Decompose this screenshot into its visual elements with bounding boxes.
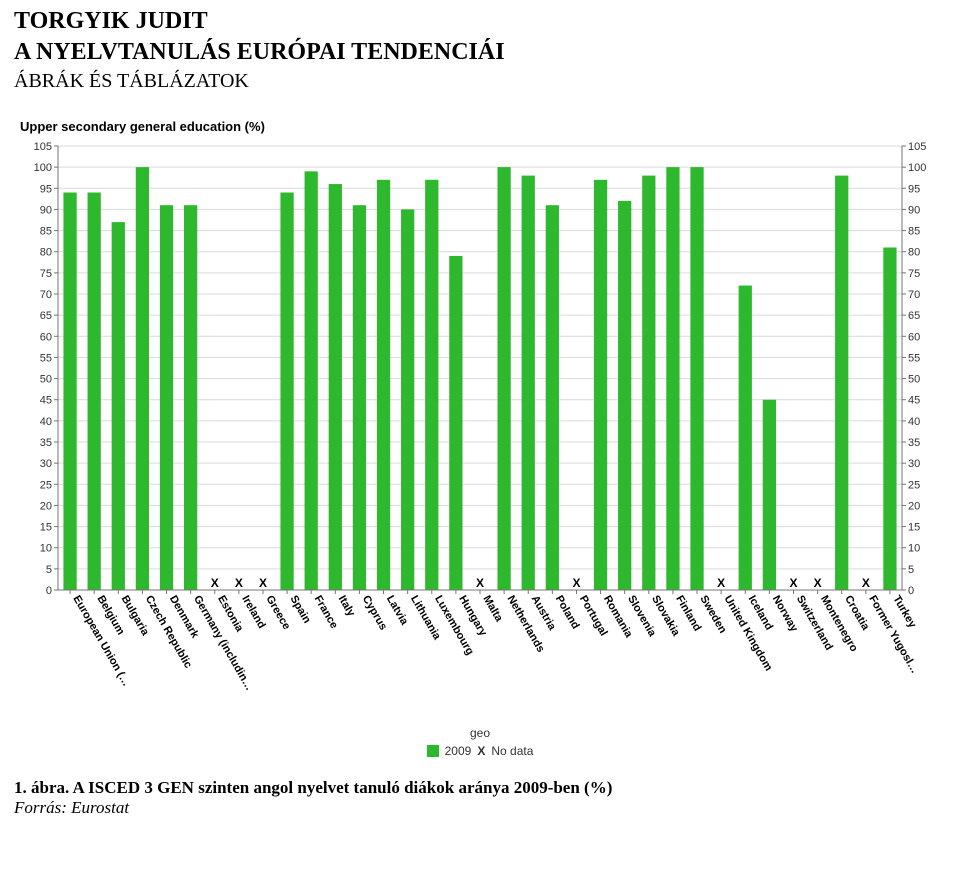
author-name: TORGYIK JUDIT (14, 8, 946, 35)
svg-text:105: 105 (908, 141, 926, 153)
svg-text:35: 35 (40, 437, 52, 449)
bar-chart: 0055101015152020252530303535404045455050… (14, 140, 946, 720)
svg-text:0: 0 (908, 585, 914, 597)
page: TORGYIK JUDIT A NYELVTANULÁS EURÓPAI TEN… (0, 0, 960, 826)
svg-text:50: 50 (908, 374, 920, 386)
chart-title: Upper secondary general education (%) (20, 119, 946, 134)
svg-text:80: 80 (40, 247, 52, 259)
figure-source: Forrás: Eurostat (14, 798, 946, 818)
svg-text:50: 50 (40, 374, 52, 386)
svg-text:60: 60 (908, 331, 920, 343)
svg-text:70: 70 (40, 289, 52, 301)
svg-text:40: 40 (40, 416, 52, 428)
svg-text:90: 90 (40, 204, 52, 216)
svg-text:45: 45 (908, 395, 920, 407)
svg-text:X: X (862, 576, 870, 590)
svg-text:25: 25 (908, 479, 920, 491)
legend-title: geo (14, 726, 946, 740)
svg-text:Italy: Italy (336, 594, 358, 620)
svg-text:X: X (572, 576, 580, 590)
legend-swatch (427, 745, 439, 757)
svg-text:55: 55 (908, 352, 920, 364)
legend-nodata-icon: X (477, 744, 485, 758)
legend-series-label: 2009 (445, 744, 472, 758)
svg-text:85: 85 (908, 226, 920, 238)
svg-text:Former Yugosl…: Former Yugosl… (866, 594, 920, 676)
svg-text:40: 40 (908, 416, 920, 428)
svg-text:X: X (717, 576, 725, 590)
svg-text:X: X (789, 576, 797, 590)
svg-text:30: 30 (40, 458, 52, 470)
svg-text:85: 85 (40, 226, 52, 238)
svg-text:X: X (235, 576, 243, 590)
svg-text:United Kingdom: United Kingdom (722, 594, 775, 674)
svg-text:60: 60 (40, 331, 52, 343)
svg-text:X: X (259, 576, 267, 590)
legend-nodata-label: No data (491, 744, 533, 758)
svg-text:5: 5 (908, 564, 914, 576)
chart-legend: geo 2009 X No data (14, 726, 946, 760)
svg-text:10: 10 (40, 543, 52, 555)
document-title: A NYELVTANULÁS EURÓPAI TENDENCIÁI (14, 39, 946, 66)
svg-text:10: 10 (908, 543, 920, 555)
svg-text:105: 105 (34, 141, 52, 153)
svg-text:X: X (211, 576, 219, 590)
svg-text:Spain: Spain (287, 594, 313, 626)
svg-text:5: 5 (46, 564, 52, 576)
svg-text:65: 65 (40, 310, 52, 322)
svg-text:X: X (814, 576, 822, 590)
svg-text:25: 25 (40, 479, 52, 491)
svg-text:20: 20 (40, 500, 52, 512)
svg-text:95: 95 (40, 183, 52, 195)
svg-text:75: 75 (908, 268, 920, 280)
svg-text:X: X (476, 576, 484, 590)
svg-text:100: 100 (908, 162, 926, 174)
svg-text:55: 55 (40, 352, 52, 364)
svg-text:100: 100 (34, 162, 52, 174)
figure-caption: 1. ábra. A ISCED 3 GEN szinten angol nye… (14, 778, 946, 798)
svg-text:80: 80 (908, 247, 920, 259)
svg-text:15: 15 (908, 522, 920, 534)
svg-text:95: 95 (908, 183, 920, 195)
svg-text:Malta: Malta (480, 594, 505, 625)
svg-text:0: 0 (46, 585, 52, 597)
svg-text:90: 90 (908, 204, 920, 216)
svg-text:70: 70 (908, 289, 920, 301)
svg-text:75: 75 (40, 268, 52, 280)
svg-text:45: 45 (40, 395, 52, 407)
svg-text:20: 20 (908, 500, 920, 512)
svg-text:35: 35 (908, 437, 920, 449)
svg-text:65: 65 (908, 310, 920, 322)
svg-text:15: 15 (40, 522, 52, 534)
svg-text:30: 30 (908, 458, 920, 470)
chart-wrap: Upper secondary general education (%) 0 0… (14, 119, 946, 760)
document-subtitle: ÁBRÁK ÉS TÁBLÁZATOK (14, 70, 946, 93)
